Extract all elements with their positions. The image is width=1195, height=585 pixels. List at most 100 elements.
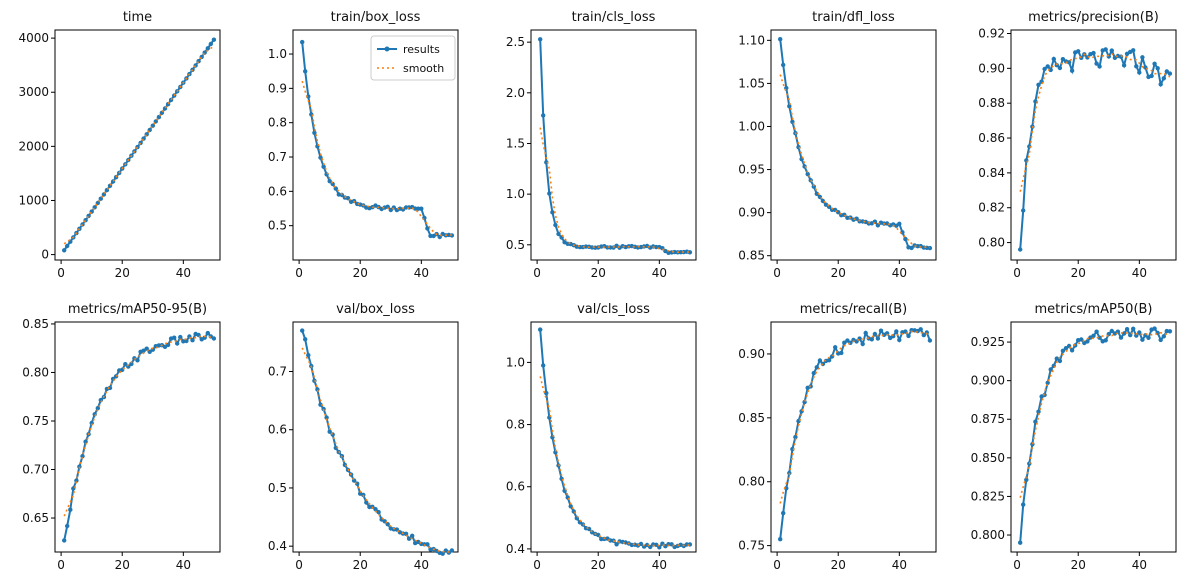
results-point [869, 337, 874, 342]
y-tick-label: 1.10 [738, 33, 765, 47]
y-tick-label: 0.90 [978, 61, 1005, 75]
results-point [364, 500, 369, 505]
results-point [826, 358, 832, 363]
results-point [1158, 82, 1163, 87]
y-tick-label: 0.6 [506, 480, 525, 494]
plot-title: time [123, 10, 152, 25]
y-tick-label: 0.84 [978, 166, 1005, 180]
results-point [1085, 339, 1090, 344]
results-point [927, 245, 933, 251]
y-tick-label: 0.85 [22, 317, 49, 331]
results-point [1131, 48, 1136, 53]
results-point [211, 336, 217, 341]
x-tick-label: 0 [1013, 558, 1021, 572]
smooth-line [779, 74, 930, 249]
results-point [61, 248, 67, 253]
results-point [678, 250, 683, 255]
y-tick-label: 0.9 [268, 81, 287, 95]
results-point [666, 542, 671, 547]
results-point [178, 334, 183, 340]
results-point [547, 191, 552, 196]
results-point [1103, 47, 1108, 52]
x-tick-label: 40 [414, 266, 429, 280]
results-point [95, 406, 101, 411]
x-tick-label: 40 [1132, 266, 1147, 280]
results-point [894, 329, 899, 334]
y-tick-label: 0.925 [971, 335, 1005, 349]
legend-results-marker [384, 46, 390, 52]
results-point [1069, 348, 1075, 353]
x-tick-label: 20 [591, 266, 606, 280]
results-point [778, 537, 783, 542]
results-point [1018, 540, 1023, 545]
x-tick-label: 0 [773, 266, 781, 280]
y-tick-label: 0.6 [268, 184, 287, 198]
results-point [65, 523, 70, 529]
results-point [175, 341, 180, 346]
results-point [1140, 337, 1145, 342]
x-tick-label: 0 [533, 266, 541, 280]
results-point [193, 63, 198, 68]
results-point [1021, 502, 1026, 507]
results-point [538, 37, 543, 42]
plot-title: val/box_loss [336, 302, 415, 317]
results-point [1161, 334, 1167, 339]
results-point [1137, 70, 1142, 75]
results-point [1057, 358, 1063, 364]
results-point [833, 345, 838, 350]
smooth-line [539, 127, 690, 254]
results-point [778, 37, 783, 42]
results-point [1094, 61, 1099, 66]
results-point [614, 542, 619, 547]
y-tick-label: 0.75 [22, 414, 49, 428]
results-point [1045, 64, 1050, 69]
results-point [1097, 335, 1102, 340]
results-point [654, 542, 659, 547]
results-point [172, 335, 177, 340]
smooth-line [63, 45, 215, 245]
results-point [1124, 327, 1130, 332]
results-point [1051, 56, 1057, 62]
results-point [327, 429, 332, 434]
plot-frame [530, 321, 697, 553]
results-point [1060, 57, 1066, 62]
x-tick-label: 40 [176, 266, 191, 280]
y-tick-label: 2.0 [506, 86, 525, 100]
results-point [568, 504, 573, 509]
results-point [541, 363, 546, 368]
results-point [419, 206, 424, 211]
results-point [918, 327, 923, 332]
plot-title: train/box_loss [331, 10, 421, 25]
y-tick-label: 0.70 [22, 463, 49, 477]
y-tick-label: 0.80 [978, 236, 1005, 250]
results-point [135, 358, 140, 363]
results-point [208, 41, 213, 47]
results-point [205, 46, 210, 51]
subplot-7: val/box_loss 0 20 40 0.4 0.5 0.6 0.7 [268, 302, 459, 572]
x-tick-label: 40 [414, 558, 429, 572]
smooth-line [63, 335, 215, 517]
y-tick-label: 0.90 [738, 347, 765, 361]
y-tick-label: 0.75 [738, 539, 765, 553]
results-point [1097, 64, 1102, 69]
y-tick-label: 0.5 [268, 219, 287, 233]
x-tick-label: 40 [652, 266, 667, 280]
results-point [1152, 61, 1157, 66]
results-point [425, 542, 430, 547]
x-tick-label: 20 [831, 558, 846, 572]
y-tick-label: 1.05 [738, 76, 765, 90]
smooth-line [301, 80, 453, 237]
results-point [1054, 62, 1060, 68]
results-point [1103, 338, 1108, 343]
legend-smooth-label: smooth [403, 62, 444, 75]
results-point [300, 39, 305, 45]
results-point [74, 478, 79, 483]
x-tick-label: 0 [295, 558, 303, 572]
plot-frame [292, 321, 459, 553]
results-point [449, 548, 455, 553]
results-point [1076, 49, 1081, 54]
y-tick-label: 0.65 [22, 511, 49, 525]
plot-title: metrics/mAP50(B) [1034, 302, 1152, 317]
results-point [793, 434, 798, 440]
y-tick-label: 2000 [18, 139, 49, 153]
